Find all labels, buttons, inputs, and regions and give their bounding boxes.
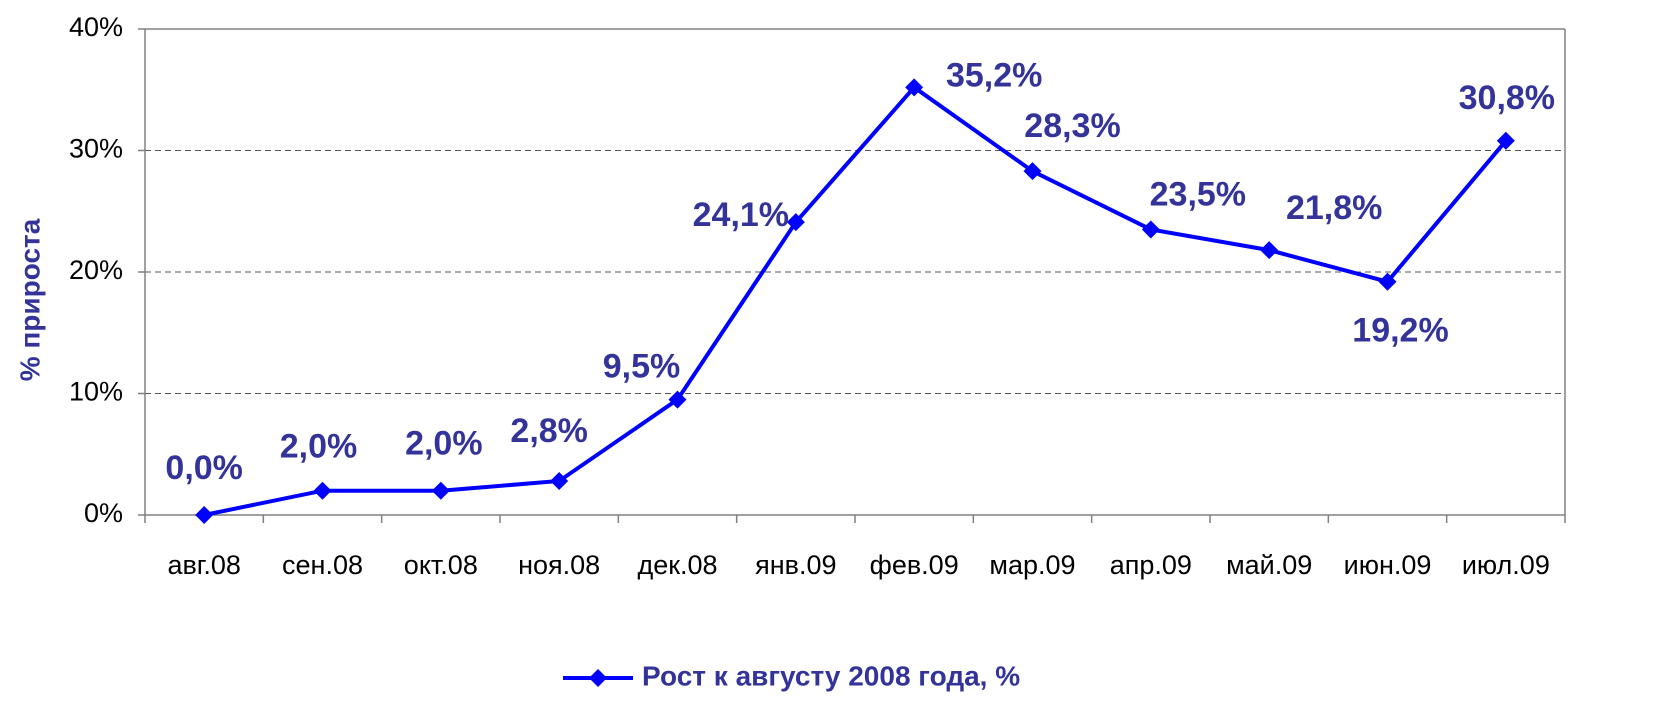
marker — [313, 481, 332, 500]
data-label: 19,2% — [1352, 312, 1448, 350]
x-tick-label: фев.09 — [870, 550, 959, 580]
y-tick-label: 10% — [69, 377, 123, 407]
marker — [195, 506, 214, 524]
marker — [1260, 241, 1279, 260]
y-tick-label: 0% — [84, 498, 123, 528]
data-label: 21,8% — [1286, 189, 1382, 227]
data-label: 9,5% — [603, 348, 681, 386]
x-tick-label: ноя.08 — [518, 550, 600, 580]
x-tick-label: июн.09 — [1344, 550, 1432, 580]
marker — [905, 78, 924, 97]
x-tick-label: окт.08 — [404, 550, 478, 580]
x-tick-label: авг.08 — [167, 550, 240, 580]
x-tick-label: дек.08 — [637, 550, 717, 580]
data-label: 23,5% — [1150, 175, 1246, 213]
marker — [1023, 162, 1042, 181]
x-tick-label: май.09 — [1226, 550, 1312, 580]
x-tick-label: апр.09 — [1110, 550, 1192, 580]
y-tick-label: 40% — [69, 12, 123, 42]
marker — [431, 481, 450, 500]
data-label: 28,3% — [1024, 107, 1120, 145]
data-label: 30,8% — [1459, 79, 1555, 117]
data-label: 2,0% — [405, 425, 483, 463]
marker — [1496, 131, 1515, 150]
marker — [668, 390, 687, 409]
data-label: 35,2% — [946, 56, 1042, 94]
series-line — [203, 84, 1508, 517]
marker — [786, 213, 805, 232]
legend-label: Рост к августу 2008 года, % — [642, 660, 1020, 691]
marker — [1141, 220, 1160, 239]
x-tick-label: мар.09 — [989, 550, 1075, 580]
data-label: 0,0% — [165, 449, 243, 487]
x-tick-label: янв.09 — [755, 550, 836, 580]
legend-marker — [589, 669, 607, 687]
marker — [1378, 272, 1397, 291]
marker — [550, 471, 569, 490]
data-label: 2,0% — [280, 428, 358, 466]
data-label: 24,1% — [693, 196, 789, 234]
y-tick-label: 30% — [69, 134, 123, 164]
y-tick-label: 20% — [69, 255, 123, 285]
data-label: 2,8% — [510, 412, 588, 450]
y-axis-label: % прироста — [14, 218, 45, 381]
x-tick-label: июл.09 — [1462, 550, 1550, 580]
x-tick-label: сен.08 — [282, 550, 363, 580]
